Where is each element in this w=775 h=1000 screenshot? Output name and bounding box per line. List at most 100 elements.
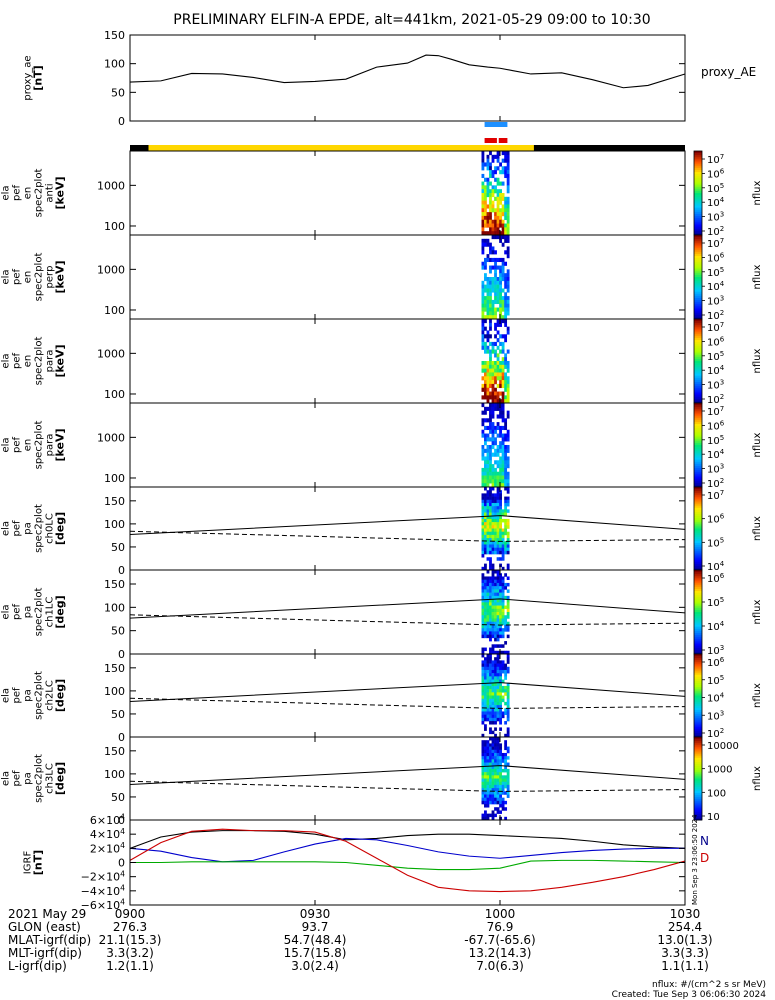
heatmap-cell bbox=[481, 334, 485, 339]
colorbar-segment bbox=[694, 478, 702, 482]
heatmap-cell bbox=[484, 177, 487, 182]
heatmap-cell bbox=[484, 433, 487, 438]
heatmap-cell bbox=[486, 496, 490, 501]
y-tick-label: 100 bbox=[104, 58, 125, 71]
heatmap-cell bbox=[489, 788, 492, 792]
legend-label-N: N bbox=[700, 834, 709, 848]
heatmap-cell bbox=[486, 499, 490, 504]
heatmap-cell bbox=[494, 460, 497, 465]
heatmap-cell bbox=[496, 361, 500, 366]
footer-units: nflux: #/(cm^2 s sr MeV) bbox=[652, 980, 766, 990]
colorbar-segment bbox=[694, 635, 702, 638]
heatmap-cell bbox=[504, 689, 508, 693]
heatmap-cell bbox=[484, 265, 487, 270]
heatmap-cell bbox=[489, 544, 492, 548]
heatmap-cell bbox=[499, 781, 502, 786]
heatmap-cell bbox=[481, 479, 485, 484]
heatmap-cell bbox=[481, 515, 485, 520]
heatmap-cell bbox=[491, 781, 495, 786]
heatmap-cell bbox=[491, 433, 495, 438]
heatmap-cell bbox=[484, 582, 487, 587]
colorbar-segment bbox=[694, 707, 702, 711]
heatmap-cell bbox=[491, 380, 495, 385]
colorbar-segment bbox=[694, 703, 702, 707]
heatmap-cell bbox=[501, 579, 505, 584]
heatmap-cell bbox=[489, 357, 492, 362]
colorbar-segment bbox=[694, 287, 702, 291]
heatmap-cell bbox=[486, 445, 490, 450]
y-tick-label: 1000 bbox=[97, 179, 125, 192]
heatmap-cell bbox=[496, 425, 500, 431]
heatmap-cell bbox=[494, 395, 497, 400]
heatmap-cell bbox=[494, 775, 497, 779]
heatmap-cell bbox=[496, 705, 500, 709]
heatmap-cell bbox=[501, 418, 505, 423]
heatmap-cell bbox=[501, 660, 505, 664]
heatmap-cell bbox=[484, 538, 487, 542]
heatmap-cell bbox=[501, 158, 505, 163]
heatmap-cell bbox=[499, 634, 502, 639]
heatmap-cell bbox=[489, 509, 492, 513]
heatmap-cell bbox=[484, 759, 487, 763]
heatmap-cell bbox=[491, 173, 495, 179]
heatmap-cell bbox=[494, 727, 497, 731]
anti-loss-cone-line bbox=[129, 614, 686, 626]
colorbar-segment bbox=[694, 609, 702, 613]
heatmap-cell bbox=[504, 650, 508, 655]
heatmap-cell bbox=[491, 315, 495, 320]
heatmap-cell bbox=[491, 570, 495, 574]
heatmap-cell bbox=[481, 602, 485, 606]
heatmap-cell bbox=[494, 618, 497, 622]
heatmap-cell bbox=[481, 660, 485, 664]
heatmap-cell bbox=[496, 319, 500, 324]
colorbar-segment bbox=[694, 628, 702, 632]
heatmap-cell bbox=[481, 692, 485, 696]
heatmap-cell bbox=[501, 791, 505, 795]
heatmap-cell bbox=[494, 634, 497, 639]
heatmap-cell bbox=[481, 162, 485, 167]
heatmap-cell bbox=[486, 215, 490, 221]
colorbar-segment bbox=[694, 630, 702, 634]
heatmap-cell bbox=[481, 418, 485, 423]
heatmap-cell bbox=[499, 499, 502, 504]
heatmap-cell bbox=[486, 634, 490, 639]
heatmap-cell bbox=[504, 315, 508, 320]
heatmap-cell bbox=[504, 200, 508, 205]
heatmap-cell bbox=[491, 515, 495, 520]
heatmap-cell bbox=[504, 338, 508, 343]
y-axis-label-line: ela bbox=[1, 604, 12, 619]
heatmap-cell bbox=[496, 212, 500, 217]
heatmap-cell bbox=[504, 784, 508, 789]
heatmap-cell bbox=[499, 522, 502, 526]
heatmap-cell bbox=[494, 341, 497, 347]
heatmap-cell bbox=[499, 711, 502, 715]
heatmap-cell bbox=[501, 634, 505, 639]
heatmap-cell bbox=[481, 326, 485, 331]
colorbar-segment bbox=[694, 235, 702, 238]
heatmap-cell bbox=[489, 512, 492, 517]
colorbar-segment bbox=[694, 757, 702, 761]
heatmap-cell bbox=[491, 280, 495, 285]
heatmap-cell bbox=[491, 772, 495, 776]
colorbar-segment bbox=[694, 365, 702, 368]
heatmap-cell bbox=[486, 791, 490, 795]
heatmap-cell bbox=[504, 250, 508, 255]
colorbar-segment bbox=[694, 442, 702, 446]
heatmap-cell bbox=[486, 502, 490, 507]
colorbar-segment bbox=[694, 730, 702, 734]
heatmap-cell bbox=[506, 525, 510, 529]
heatmap-cell bbox=[501, 227, 505, 232]
colorbar-segment bbox=[694, 453, 702, 456]
heatmap-cell bbox=[491, 170, 495, 175]
heatmap-cell bbox=[506, 296, 510, 301]
heatmap-cell bbox=[489, 269, 492, 274]
heatmap-cell bbox=[486, 479, 490, 484]
footer-created: Created: Tue Sep 3 06:06:30 2024 bbox=[612, 990, 767, 1000]
heatmap-cell bbox=[491, 541, 495, 545]
heatmap-cell bbox=[489, 746, 492, 751]
heatmap-cell bbox=[489, 743, 492, 747]
heatmap-cell bbox=[491, 589, 495, 593]
colorbar-segment bbox=[694, 195, 702, 198]
